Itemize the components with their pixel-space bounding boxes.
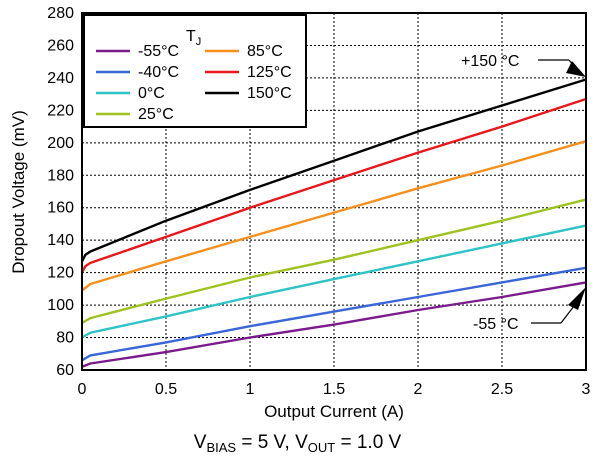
- legend-label: 125°C: [247, 64, 292, 81]
- legend-label: -40°C: [138, 64, 179, 81]
- y-tick-label: 200: [47, 135, 74, 152]
- legend-title-sub: J: [196, 36, 202, 48]
- annotation-minus55-label: -55 °C: [473, 316, 519, 333]
- series-line-125c: [80, 97, 587, 274]
- annotation-minus55-arrowhead: [568, 287, 586, 310]
- x-tick-label: 0.5: [155, 381, 177, 398]
- legend-title: TJ: [186, 28, 201, 48]
- y-tick-labels: 60 80 100 120 140 160 180 200 220 240 260 280: [47, 5, 74, 379]
- y-tick-label: 280: [47, 5, 74, 22]
- annotation-plus150: +150 °C: [461, 53, 586, 77]
- y-tick-label: 180: [47, 167, 74, 184]
- legend-label: 150°C: [247, 85, 292, 102]
- y-tick-label: 260: [47, 37, 74, 54]
- x-tick-label: 2: [414, 381, 423, 398]
- subtitle-vout-value: = 1.0 V: [335, 432, 402, 453]
- legend-label: 0°C: [138, 85, 165, 102]
- subtitle-vbias-value: = 5 V,: [236, 432, 296, 453]
- series-line-150c: [80, 78, 587, 262]
- series-line-minus55c: [81, 281, 587, 368]
- y-tick-label: 120: [47, 265, 74, 282]
- subtitle-vout-sub: OUT: [307, 440, 336, 455]
- x-axis-label: Output Current (A): [264, 402, 404, 421]
- y-axis-label: Dropout Voltage (mV): [9, 110, 28, 273]
- legend-label: -55°C: [138, 43, 179, 60]
- x-tick-label: 1: [246, 381, 255, 398]
- annotation-plus150-arrowhead: [566, 61, 586, 77]
- annotation-minus55: -55 °C: [473, 287, 586, 333]
- subtitle-vout-main: V: [295, 432, 308, 453]
- y-tick-label: 240: [47, 70, 74, 87]
- plot-frame: [81, 12, 587, 371]
- x-tick-label: 3: [582, 381, 591, 398]
- y-tick-label: 60: [56, 362, 74, 379]
- series-lines: [80, 78, 587, 368]
- legend: TJ -55°C 85°C -40°C 125°C 0°C 150°C 25°C: [83, 14, 307, 128]
- series-line-0c: [81, 224, 587, 339]
- annotation-plus150-label: +150 °C: [461, 53, 519, 70]
- series-line-25c: [81, 198, 587, 324]
- legend-items: -55°C 85°C -40°C 125°C 0°C 150°C 25°C: [96, 43, 292, 123]
- legend-label: 25°C: [138, 106, 174, 123]
- y-tick-label: 220: [47, 102, 74, 119]
- subtitle-vbias-sub: BIAS: [206, 440, 237, 455]
- annotation-minus55-arrow-line: [560, 305, 575, 324]
- x-tick-labels: 0 0.5 1 1.5 2 2.5 3: [78, 381, 591, 398]
- x-tick-label: 1.5: [323, 381, 345, 398]
- dropout-voltage-chart: 60 80 100 120 140 160 180 200 220 240 260 280 0 0.5 1…: [9, 5, 591, 421]
- x-tick-label: 0: [78, 381, 87, 398]
- legend-label: 85°C: [247, 43, 283, 60]
- legend-title-main: T: [186, 28, 196, 45]
- chart-subtitle: VBIAS = 5 V, VOUT = 1.0 V: [0, 432, 595, 455]
- y-tick-label: 160: [47, 200, 74, 217]
- y-tick-label: 100: [47, 297, 74, 314]
- x-tick-label: 2.5: [491, 381, 513, 398]
- series-line-85c: [81, 140, 587, 292]
- series-line-minus40c: [81, 266, 587, 362]
- y-tick-label: 80: [56, 330, 74, 347]
- y-tick-label: 140: [47, 232, 74, 249]
- subtitle-vbias-main: V: [193, 432, 207, 453]
